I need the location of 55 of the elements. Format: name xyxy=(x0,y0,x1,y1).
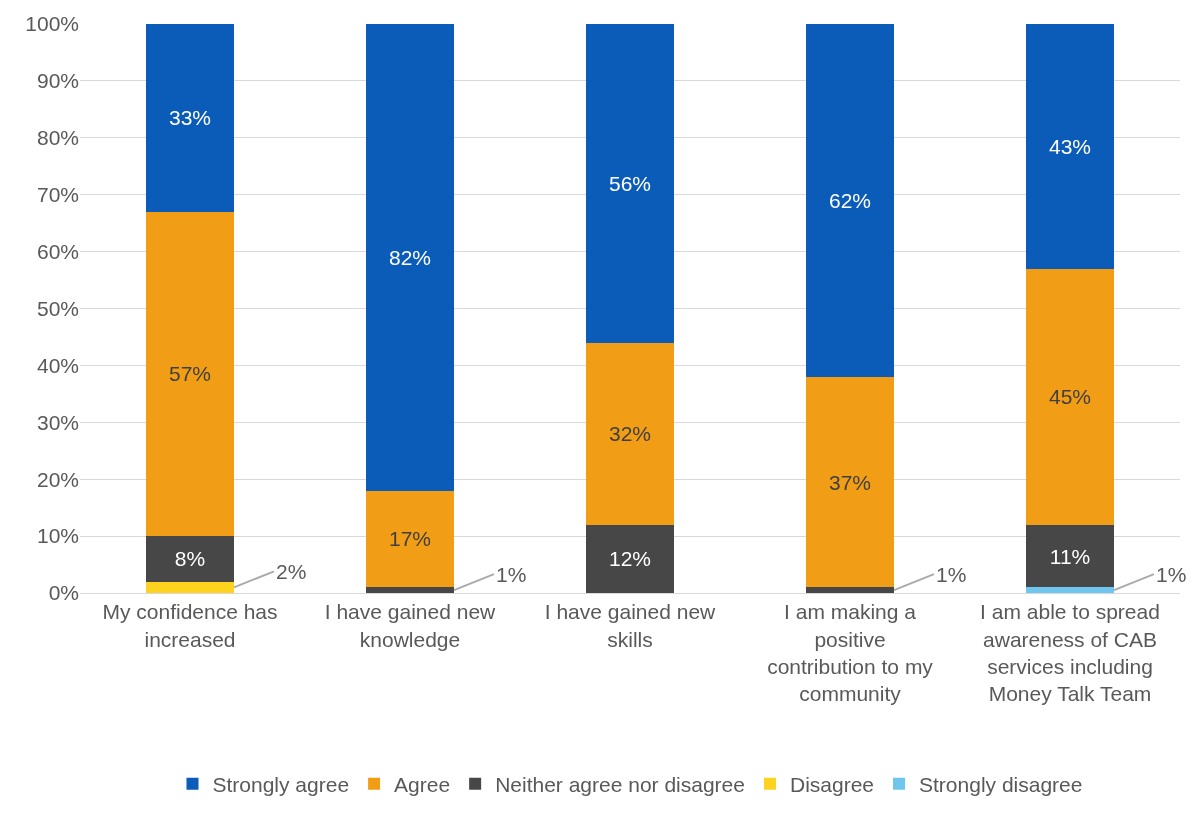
y-tick-label: 60% xyxy=(36,239,79,263)
data-label: 11% xyxy=(1049,544,1091,568)
x-tick-label: I have gained new skills xyxy=(544,600,717,651)
y-tick-label: 100% xyxy=(25,12,79,36)
data-label: 37% xyxy=(828,470,872,494)
x-tick-label: I am able to spread awareness of CAB services including Money Talk Team xyxy=(980,600,1160,706)
data-label: 1% xyxy=(936,563,967,586)
legend-label: Strongly agree xyxy=(212,773,350,797)
y-tick-label: 0% xyxy=(48,581,79,605)
bar xyxy=(806,376,894,588)
x-tick-label: My confidence has increased xyxy=(102,600,278,651)
data-label: 56% xyxy=(608,171,652,195)
bar xyxy=(586,342,674,525)
data-label: 33% xyxy=(168,106,212,130)
data-label: 1% xyxy=(1156,563,1187,586)
y-tick-label: 50% xyxy=(36,296,79,320)
data-label: 32% xyxy=(608,422,652,446)
bar xyxy=(366,24,454,491)
bar xyxy=(586,24,674,343)
bar xyxy=(366,490,454,588)
data-label: 82% xyxy=(388,245,432,269)
bar xyxy=(806,587,894,593)
data-label: 12% xyxy=(608,547,652,571)
data-label: 8% xyxy=(174,547,206,571)
y-tick-label: 20% xyxy=(36,467,79,491)
data-label: 1% xyxy=(496,563,527,586)
bar xyxy=(1026,24,1114,269)
legend-label: Agree xyxy=(394,773,451,797)
bar xyxy=(1026,587,1114,593)
data-label: 43% xyxy=(1048,134,1092,158)
y-tick-label: 90% xyxy=(36,69,79,93)
bar xyxy=(1026,268,1114,525)
legend-label: Strongly disagree xyxy=(919,773,1083,797)
bar xyxy=(586,524,674,593)
y-tick-label: 70% xyxy=(36,183,79,207)
legend-label: Disagree xyxy=(789,773,875,797)
data-label: 57% xyxy=(168,362,212,386)
y-tick-label: 10% xyxy=(36,524,79,548)
data-label: 2% xyxy=(276,560,307,583)
x-tick-label: I have gained new knowledge xyxy=(324,600,497,651)
data-label: 62% xyxy=(828,188,872,212)
bar xyxy=(146,581,234,593)
x-tick-label: I am making a positive contribution to my community xyxy=(767,600,934,706)
bar xyxy=(806,24,894,377)
legend-label: Neither agree nor disagree xyxy=(495,773,745,797)
y-tick-label: 40% xyxy=(36,353,79,377)
data-label: 45% xyxy=(1048,385,1092,409)
bar xyxy=(146,536,234,582)
bar xyxy=(146,24,234,212)
bar xyxy=(146,211,234,537)
bar xyxy=(1026,524,1114,588)
y-tick-label: 30% xyxy=(36,410,79,434)
y-tick-label: 80% xyxy=(36,126,79,150)
bar xyxy=(366,587,454,593)
data-label: 17% xyxy=(388,527,432,551)
